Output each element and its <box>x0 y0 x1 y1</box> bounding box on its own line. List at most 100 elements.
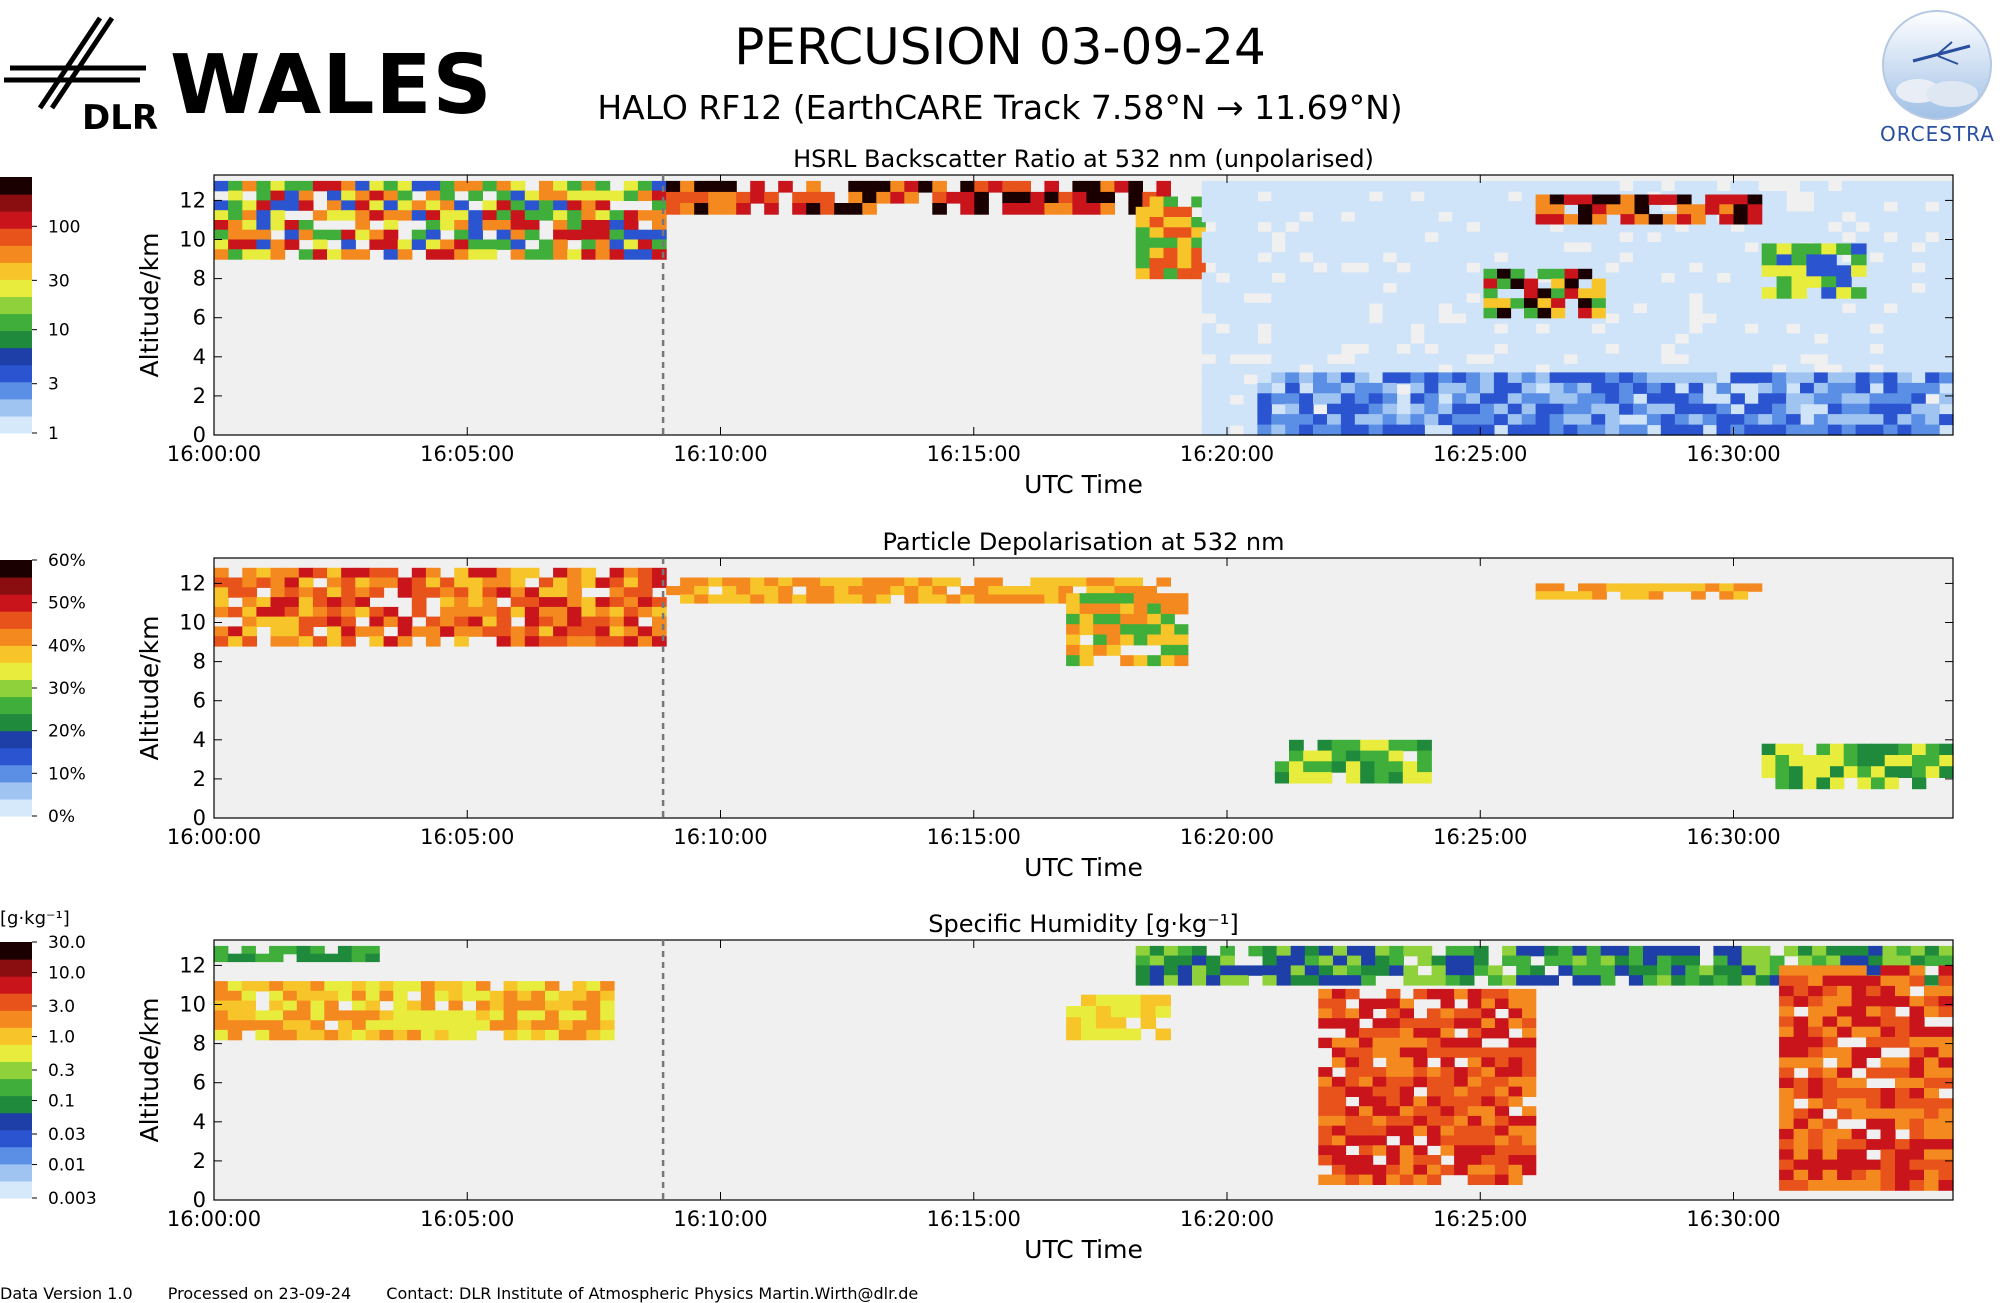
x-tick-label: 16:15:00 <box>927 442 1021 466</box>
data-version: Data Version 1.0 <box>0 1284 133 1303</box>
colorbar-segment <box>0 1163 32 1182</box>
panel-title: Particle Depolarisation at 532 nm <box>883 528 1285 556</box>
colorbar-segment <box>0 594 32 612</box>
colorbar-segment <box>0 262 32 280</box>
footer: Data Version 1.0 Processed on 23-09-24 C… <box>0 1284 948 1303</box>
colorbar-segment <box>0 781 32 800</box>
colorbar-segment <box>0 747 32 766</box>
colorbar-segment <box>0 398 32 417</box>
data-field-3 <box>1135 196 1206 280</box>
colorbar-segment <box>0 611 32 629</box>
colorbar-segment <box>0 713 32 732</box>
data-field-6 <box>1483 268 1606 319</box>
plot-frame <box>213 939 1954 1201</box>
colorbar-segment <box>0 628 32 646</box>
data-field-8 <box>1761 243 1867 299</box>
chart-panel-1: 16:00:00 16:05:00 16:10:00 16:15:00 16:20:00… <box>0 145 1954 499</box>
x-tick-label: 16:15:00 <box>927 1207 1021 1231</box>
y-tick-label: 0 <box>193 423 206 447</box>
data-field-1 <box>214 945 380 963</box>
colorbar-segment <box>0 364 32 383</box>
colorbar-segment <box>0 1010 32 1028</box>
colorbar-segment <box>0 1078 32 1097</box>
y-tick-label: 6 <box>193 689 206 713</box>
colorbar-segment <box>0 1129 32 1148</box>
colorbar-tick-label: 0.1 <box>48 1092 75 1112</box>
colorbar-segment <box>0 1112 32 1131</box>
colorbar-label: [g·kg⁻¹] <box>0 908 70 929</box>
y-tick-label: 8 <box>193 650 206 674</box>
y-tick-label: 4 <box>193 345 206 369</box>
processed-date: Processed on 23-09-24 <box>167 1284 352 1303</box>
x-tick-label: 16:05:00 <box>420 825 514 849</box>
y-tick-label: 10 <box>179 228 206 252</box>
colorbar-segment <box>0 1044 32 1062</box>
colorbar-3: 0.003 0.01 0.03 0.1 0.3 1.0 3.0 10.0 30.0 [g·kg⁻¹… <box>0 908 97 1209</box>
data-field-7 <box>1535 194 1763 225</box>
dlr-logo-icon <box>4 16 146 110</box>
colorbar-segment <box>0 959 32 977</box>
data-field-1 <box>214 180 667 260</box>
x-tick-label: 16:20:00 <box>1180 1207 1274 1231</box>
data-field-6 <box>1535 583 1763 600</box>
colorbar-segment <box>0 1027 32 1045</box>
x-tick-label: 16:30:00 <box>1686 1207 1780 1231</box>
percusion-logo-icon <box>1882 10 1992 120</box>
x-tick-label: 16:05:00 <box>420 1207 514 1231</box>
x-tick-label: 16:05:00 <box>420 442 514 466</box>
colorbar-segment <box>0 993 32 1011</box>
colorbar-segment <box>0 296 32 315</box>
data-field-5 <box>1761 743 1954 790</box>
x-tick-label: 16:25:00 <box>1433 1207 1527 1231</box>
x-tick-label: 16:10:00 <box>673 1207 767 1231</box>
x-tick-label: 16:00:00 <box>167 442 261 466</box>
x-tick-label: 16:10:00 <box>673 442 767 466</box>
data-field-5 <box>1318 988 1537 1185</box>
colorbar-tick-label: 30.0 <box>48 933 86 953</box>
colorbar-segment <box>0 330 32 349</box>
plot-frame <box>213 557 1954 819</box>
colorbar-segment <box>0 662 32 680</box>
colorbar-tick-label: 3 <box>48 375 59 395</box>
colorbar-tick-label: 3.0 <box>48 997 75 1017</box>
colorbar-tick-label: 100 <box>48 217 80 237</box>
panel-title: HSRL Backscatter Ratio at 532 nm (unpola… <box>793 145 1374 173</box>
y-tick-label: 10 <box>179 611 206 635</box>
chart-panel-3: 16:00:00 16:05:00 16:10:00 16:15:00 16:20:00… <box>0 908 1954 1264</box>
data-field-5 <box>1257 372 1954 436</box>
colorbar-segment <box>0 1061 32 1080</box>
data-field-3 <box>1066 994 1171 1041</box>
contact-info: Contact: DLR Institute of Atmospheric Ph… <box>386 1284 919 1303</box>
figure-subtitle: HALO RF12 (EarthCARE Track 7.58°N → 11.6… <box>597 88 1403 127</box>
colorbar-1: 1 3 10 30 100 <box>0 177 80 444</box>
y-tick-label: 4 <box>193 728 206 752</box>
colorbar-2: 0% 10% 20% 30% 40% 50% 60% <box>0 551 86 827</box>
x-axis-label: UTC Time <box>1024 1235 1143 1264</box>
colorbar-segment <box>0 696 32 715</box>
colorbar-segment <box>0 577 32 595</box>
y-axis-label: Altitude/km <box>135 233 164 378</box>
colorbar-segment <box>0 679 32 698</box>
y-axis-label: Altitude/km <box>135 616 164 761</box>
x-tick-label: 16:30:00 <box>1686 442 1780 466</box>
y-tick-label: 12 <box>179 571 206 595</box>
y-tick-label: 2 <box>193 384 206 408</box>
colorbar-tick-label: 0% <box>48 807 75 827</box>
y-tick-label: 8 <box>193 267 206 291</box>
colorbar-segment <box>0 730 32 749</box>
colorbar-segment <box>0 798 32 817</box>
colorbar-tick-label: 1 <box>48 424 59 444</box>
y-tick-label: 8 <box>193 1032 206 1056</box>
figure-title: PERCUSION 03-09-24 <box>734 18 1266 76</box>
colorbar-tick-label: 0.03 <box>48 1125 86 1145</box>
x-tick-label: 16:00:00 <box>167 1207 261 1231</box>
colorbar-segment <box>0 1095 32 1114</box>
colorbar-tick-label: 60% <box>48 551 86 571</box>
data-field-2 <box>666 180 1171 215</box>
data-field-3 <box>1066 593 1189 667</box>
data-field-6 <box>1779 965 1954 1191</box>
y-tick-label: 12 <box>179 953 206 977</box>
colorbar-segment <box>0 211 32 229</box>
y-tick-label: 0 <box>193 1188 206 1212</box>
y-tick-label: 2 <box>193 1149 206 1173</box>
